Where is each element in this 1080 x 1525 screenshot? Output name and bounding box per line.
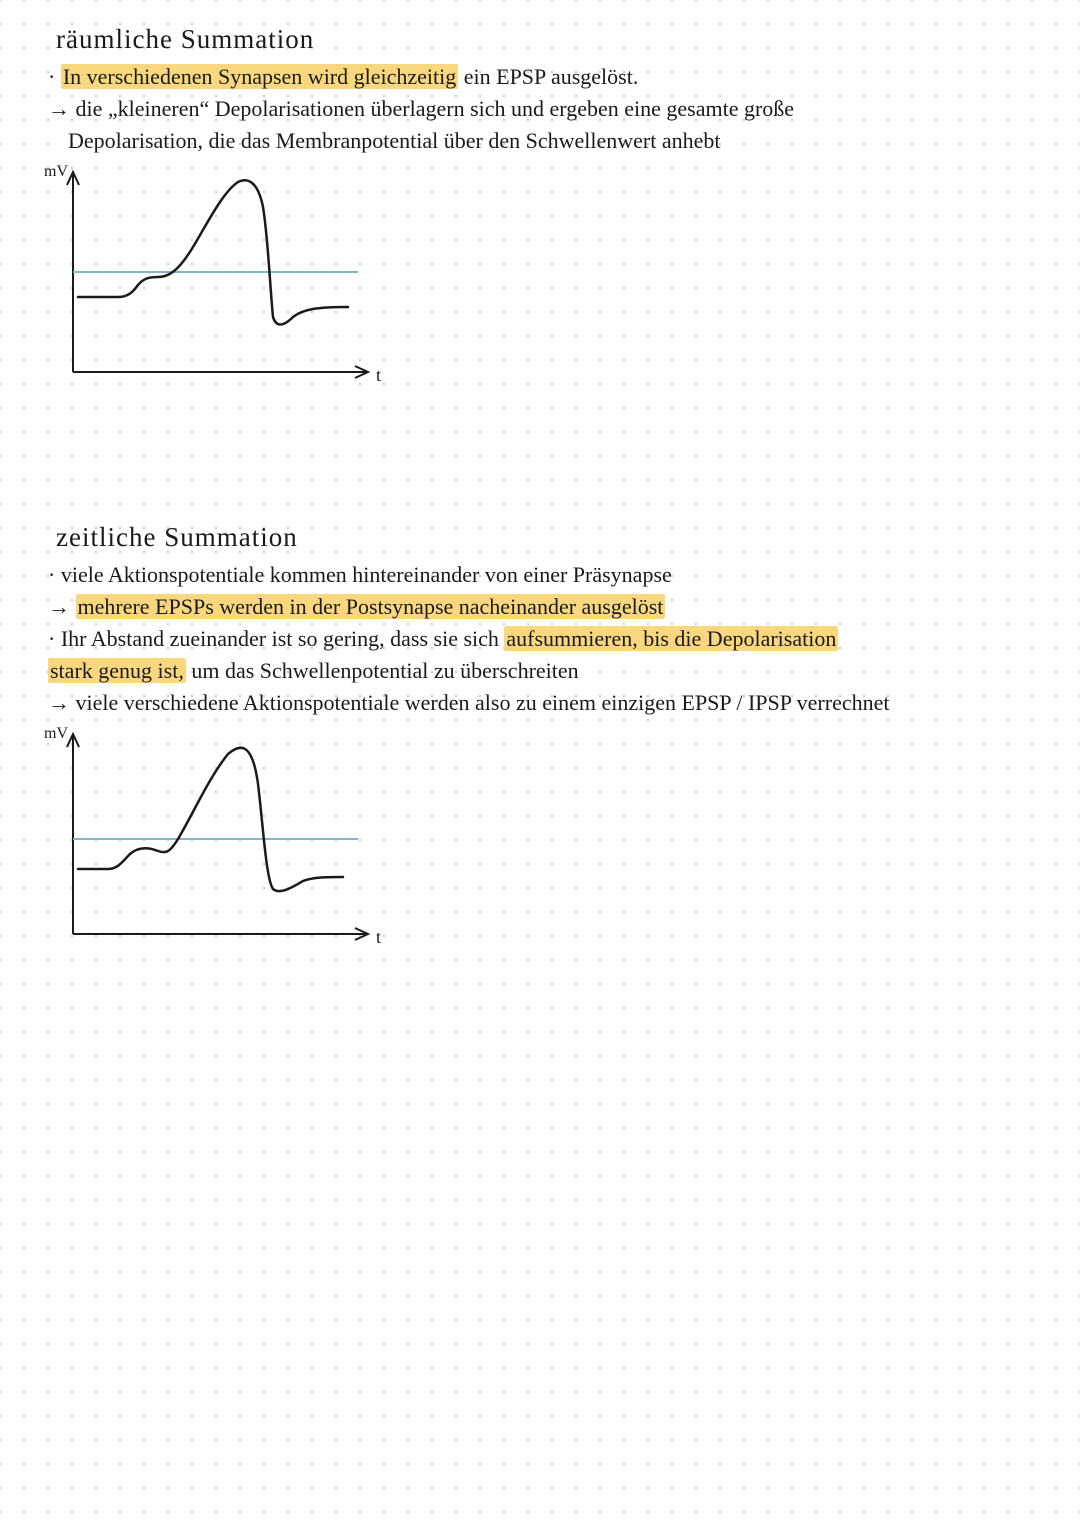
text-span: um das Schwellenpotential zu überschreit… [186,658,579,683]
potential-curve [78,748,343,891]
text-line: mehrere EPSPs werden in der Postsynapse … [48,591,1048,623]
text-line: Ihr Abstand zueinander ist so gering, da… [48,623,1048,655]
text-span: ein EPSP ausgelöst. [458,64,638,89]
y-axis-label: mV [44,725,68,743]
text-span: viele verschiedene Aktionspotentiale wer… [76,690,890,715]
text-line: In verschiedenen Synapsen wird gleichzei… [48,61,1048,93]
heading-temporal: zeitliche Summation [56,522,1048,553]
graph-svg [48,167,388,397]
x-axis-label: t [376,927,381,948]
heading-spatial: räumliche Summation [56,24,1048,55]
text-span: die „kleineren“ Depolarisationen überlag… [76,96,795,121]
graph-spatial: mV t [48,167,1048,402]
section-temporal-summation: zeitliche Summation viele Aktionspotenti… [48,522,1048,964]
text-line: die „kleineren“ Depolarisationen überlag… [48,93,1048,125]
text-span: Depolarisation, die das Membranpotential… [68,128,720,153]
text-line: stark genug ist, um das Schwellenpotenti… [48,655,1048,687]
highlighted-text: aufsummieren, bis die Depolarisation [504,626,838,651]
text-line: Depolarisation, die das Membranpotential… [68,125,1048,157]
text-line: viele Aktionspotentiale kommen hinterein… [48,559,1048,591]
text-span: Ihr Abstand zueinander ist so gering, da… [61,626,505,651]
text-line: viele verschiedene Aktionspotentiale wer… [48,687,1048,719]
graph-temporal: mV t [48,729,1048,964]
highlighted-text: mehrere EPSPs werden in der Postsynapse … [76,594,666,619]
highlighted-text: stark genug ist, [48,658,186,683]
potential-curve [78,180,348,324]
graph-svg [48,729,388,959]
section-spatial-summation: räumliche Summation In verschiedenen Syn… [48,24,1048,402]
text-span: viele Aktionspotentiale kommen hinterein… [61,562,672,587]
x-axis-label: t [376,365,381,386]
highlighted-text: In verschiedenen Synapsen wird gleichzei… [61,64,458,89]
y-axis-label: mV [44,163,68,181]
